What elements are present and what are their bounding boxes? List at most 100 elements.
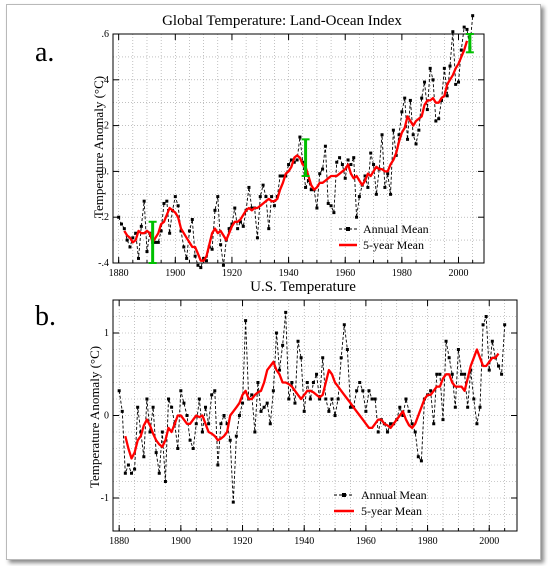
panel-b-x-tick-label: 1880 [109,536,129,547]
panel-a-annual-mean-point [465,27,469,31]
panel-a-annual-mean-point [352,156,356,160]
panel-b-x-tick-label: 1960 [356,536,376,547]
panel-a-annual-mean-point [131,236,135,240]
panel-b-series-5yr-mean [124,348,500,460]
panel-a-annual-mean-point [128,245,132,249]
panel-b-annual-mean-point [401,414,405,417]
panel-a-annual-mean-point [238,220,242,224]
panel-a-series-5yr-mean [123,40,469,262]
panel-b-annual-mean-point [490,339,494,343]
panel-a-annual-mean-point [142,199,146,203]
panel-b-annual-mean-point [466,405,470,409]
panel-b-annual-mean-point [475,422,479,426]
panel-a-annual-mean-point [434,119,438,123]
panel-a-annual-mean-point [423,80,427,84]
panel-b-annual-mean-point [484,315,488,318]
panel-a-annual-mean-point [338,156,342,160]
panel-b-annual-mean-point [336,397,340,401]
panel-a-annual-mean-point [349,163,353,167]
panel-b-annual-mean-point [321,356,325,360]
panel-a-annual-mean-point [204,259,208,263]
panel-a-annual-mean-point [335,160,339,164]
panel-a-annual-mean-point [168,231,172,235]
panel-a-legend: Annual Mean 5-year Mean [339,222,429,252]
panel-b-annual-mean-point [429,389,433,393]
panel-a-annual-mean-point [173,195,177,199]
panel-b-annual-mean-point [117,389,121,393]
panel-a-annual-mean-point [190,217,194,221]
panel-b-annual-mean-point [265,401,269,405]
panel-a-annual-mean-point [437,117,441,121]
panel-b-legend: Annual Mean 5-year Mean [334,488,427,518]
panel-b-annual-mean-point [136,405,140,409]
panel-a-y-tick-label: -.4 [98,258,109,269]
panel-b-annual-mean-point [278,368,282,372]
panel-a-annual-mean-point [117,215,121,219]
panel-b-title: U.S. Temperature [250,279,356,295]
panel-b-annual-mean-point [478,405,482,409]
panel-b-annual-mean-point [435,372,439,376]
panel-a-ylabel: Temperature Anomaly (°C) [91,76,106,218]
panel-b-annual-mean-point [459,372,463,376]
panel-a-annual-mean-point [261,183,265,187]
panel-a-annual-mean-point [420,96,424,100]
panel-b-annual-mean-point [157,471,161,475]
panel-a-annual-mean-point [187,229,191,233]
panel-a-annual-mean-point [400,110,404,114]
panel-a-annual-mean-point [264,195,268,199]
panel-b-annual-mean-point [339,356,343,360]
panel-a-annual-mean-point [355,215,359,219]
panel-b-annual-mean-point [225,422,229,426]
panel-b-annual-mean-point [355,389,359,393]
panel-a-annual-mean-point [380,133,384,137]
panel-b-annual-mean-point [176,447,180,450]
panel-a-annual-mean-point [162,201,166,205]
panel-b-annual-mean-point [500,372,504,376]
panel-b-annual-mean-point [228,438,232,442]
panel-b-annual-mean-point [216,463,220,467]
panel-b-x-tick-label: 2000 [479,536,499,547]
panel-a-x-tick-label: 1960 [335,268,355,279]
panel-b-annual-mean-point [145,397,149,401]
panel-a-annual-mean-point [332,211,336,215]
panel-a-annual-mean-point [346,158,350,162]
panel-b-annual-mean-point [432,422,436,426]
panel-b-annual-mean-point [219,422,223,426]
panel-b-annual-mean-point [281,343,285,347]
panel-b-annual-mean-point [123,471,127,475]
panel-b-annual-mean-point [133,467,137,471]
panel-a-annual-mean-point [408,98,412,102]
panel-b-annual-mean-point [324,397,328,401]
panel-b-x-tick-label: 1900 [171,536,191,547]
panel-a-y-tick-label: .6 [102,29,110,40]
panel-a-annual-mean-point [357,195,361,199]
panel-b-annual-mean-point [234,434,238,438]
panel-a-annual-mean-point [369,151,373,155]
panel-a-annual-mean-point [448,64,452,68]
panel-b-annual-mean-point [389,422,393,426]
panel-b-annual-mean-point [472,397,476,401]
panel-b-annual-mean-point [456,348,460,351]
panel-a-annual-mean-point [374,192,378,196]
panel-a-annual-mean-point [281,174,285,178]
panel-a-x-tick-label: 1880 [109,268,129,279]
panel-b-annual-mean-point [419,459,423,463]
panel-b-annual-mean-point [367,389,371,393]
panel-b-annual-mean-point [438,372,442,376]
panel-b-annual-mean-point [154,451,158,455]
panel-b-annual-mean-point [250,393,254,397]
panel-a-annual-mean-point [425,108,429,112]
panel-a-axes-frame [112,33,485,264]
chart-panel-b: b. U.S. Temperature Temperature Anomaly … [35,279,518,547]
panel-b-annual-mean-point [194,422,198,426]
panel-a-annual-mean-point [457,80,461,84]
panel-b-annual-mean-point [290,381,294,384]
panel-b-annual-mean-point [126,463,130,467]
panel-a-annual-mean-point [321,167,325,171]
panel-b-annual-mean-point [296,339,300,343]
panel-b-annual-mean-point [361,389,365,393]
panel-b-annual-mean-point [444,339,448,343]
panel-b-annual-mean-point [160,430,164,434]
panel-b-letter: b. [35,301,56,332]
panel-a-annual-mean-point [221,263,225,267]
